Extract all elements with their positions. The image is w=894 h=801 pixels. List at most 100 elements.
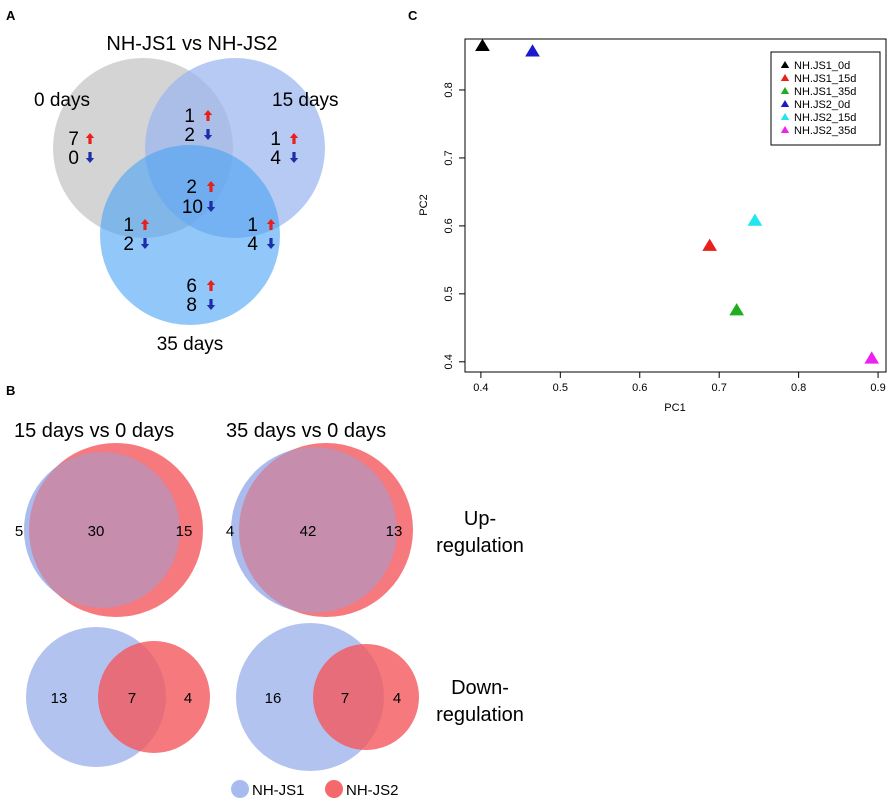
venn-b-legend: NH-JS1 NH-JS2 xyxy=(231,780,399,799)
legend-marker xyxy=(780,126,790,133)
point-nh-js2-15d xyxy=(747,213,763,226)
region-up-count: 1 xyxy=(123,215,134,236)
venn-a-region-only-35days: 6 8 xyxy=(186,276,216,316)
count-nhjs1-only: 13 xyxy=(51,690,68,707)
region-down-count: 4 xyxy=(247,234,258,255)
region-down-count: 2 xyxy=(184,125,195,146)
row-label-down-line1: Down- xyxy=(451,677,509,699)
nhjs2-circle xyxy=(313,644,419,750)
up-arrow-icon xyxy=(289,133,299,144)
scatter-legend: NH.JS1_0dNH.JS1_15dNH.JS1_35dNH.JS2_0dNH… xyxy=(770,51,881,146)
x-tick-label: 0.5 xyxy=(553,382,568,394)
region-up-count: 1 xyxy=(247,215,258,236)
count-nhjs1-only: 4 xyxy=(226,523,234,540)
count-nhjs2-only: 4 xyxy=(393,690,401,707)
legend-label: NH.JS2_15d xyxy=(794,112,856,124)
panel-a-letter: A xyxy=(6,8,16,23)
count-nhjs2-only: 4 xyxy=(184,690,192,707)
venn-a-region-15-35: 1 4 xyxy=(247,215,276,255)
region-up-count: 6 xyxy=(186,276,197,297)
x-tick-label: 0.9 xyxy=(870,382,885,394)
down-arrow-icon xyxy=(206,299,216,310)
x-axis: 0.4 0.5 0.6 0.7 0.8 0.9 xyxy=(473,372,886,394)
overlap-tint xyxy=(24,452,180,608)
y-tick-label: 0.5 xyxy=(443,286,455,301)
up-arrow-icon xyxy=(85,133,95,144)
venn-b-up-15v0: 5 30 15 xyxy=(15,443,203,617)
legend-marker xyxy=(780,61,790,68)
count-shared: 7 xyxy=(341,690,349,707)
y-axis: 0.4 0.5 0.6 0.7 0.8 xyxy=(443,82,465,369)
y-axis-label: PC2 xyxy=(418,194,430,215)
legend-label: NH.JS2_0d xyxy=(794,99,850,111)
point-nh-js2-0d xyxy=(525,44,540,57)
legend-label: NH.JS1_15d xyxy=(794,73,856,85)
nhjs2-circle xyxy=(29,443,203,617)
legend-marker xyxy=(780,113,790,120)
venn-a-circle-35days xyxy=(100,145,280,325)
count-nhjs2-only: 15 xyxy=(176,523,193,540)
point-nh-js1-35d xyxy=(729,303,745,316)
venn-a-set-label-0days: 0 days xyxy=(34,90,90,111)
y-tick-label: 0.7 xyxy=(443,150,455,165)
comparison-label-15v0: 15 days vs 0 days xyxy=(14,420,174,442)
venn-b-down-35v0: 16 7 4 xyxy=(236,623,419,771)
row-label-down-line2: regulation xyxy=(436,704,524,726)
count-shared: 42 xyxy=(300,523,317,540)
legend-label: NH.JS1_0d xyxy=(794,60,850,72)
legend-marker xyxy=(780,74,790,81)
point-nh-js1-0d xyxy=(475,38,490,52)
legend-label: NH.JS1_35d xyxy=(794,86,856,98)
down-arrow-icon xyxy=(289,152,299,163)
plot-frame xyxy=(464,38,887,373)
venn-a-set-label-35days: 35 days xyxy=(157,334,224,355)
point-nh-js1-15d xyxy=(702,238,718,251)
y-tick-label: 0.8 xyxy=(443,82,455,97)
up-arrow-icon xyxy=(206,181,216,192)
region-up-count: 2 xyxy=(186,177,197,198)
count-nhjs2-only: 13 xyxy=(386,523,403,540)
legend-marker xyxy=(780,100,790,107)
venn-b-down-15v0: 13 7 4 xyxy=(26,627,210,767)
venn-a-region-only-0days: 7 0 xyxy=(68,129,95,169)
venn-a-region-0-15: 1 2 xyxy=(184,106,213,146)
x-axis-label: PC1 xyxy=(664,402,685,414)
region-down-count: 8 xyxy=(186,295,197,316)
panel-b-letter: B xyxy=(6,383,15,398)
legend-label: NH.JS2_35d xyxy=(794,125,856,137)
nhjs2-circle xyxy=(239,443,413,617)
x-tick-label: 0.8 xyxy=(791,382,806,394)
region-up-count: 7 xyxy=(68,129,79,150)
overlap-tint xyxy=(231,447,397,613)
legend-marker xyxy=(780,87,790,94)
venn-a-region-all: 2 10 xyxy=(182,177,216,218)
down-arrow-icon xyxy=(203,129,213,140)
region-down-count: 0 xyxy=(68,148,79,169)
down-arrow-icon xyxy=(206,201,216,212)
x-tick-label: 0.6 xyxy=(632,382,647,394)
scatter-points xyxy=(475,38,880,364)
legend-nhjs2-label: NH-JS2 xyxy=(346,782,399,799)
row-label-up-line2: regulation xyxy=(436,535,524,557)
nhjs2-circle xyxy=(98,641,210,753)
row-label-up-line1: Up- xyxy=(464,508,496,530)
legend-nhjs1-swatch xyxy=(231,780,249,798)
down-arrow-icon xyxy=(85,152,95,163)
region-up-count: 1 xyxy=(270,129,281,150)
count-nhjs1-only: 5 xyxy=(15,523,23,540)
region-down-count: 10 xyxy=(182,197,203,218)
down-arrow-icon xyxy=(266,238,276,249)
count-nhjs1-only: 16 xyxy=(265,690,282,707)
region-up-count: 1 xyxy=(184,106,195,127)
venn-a-set-label-15days: 15 days xyxy=(272,90,339,111)
comparison-label-35v0: 35 days vs 0 days xyxy=(226,420,386,442)
point-nh-js2-35d xyxy=(864,351,880,364)
venn-a-region-only-15days: 1 4 xyxy=(270,129,299,169)
up-arrow-icon xyxy=(206,280,216,291)
count-shared: 30 xyxy=(88,523,105,540)
up-arrow-icon xyxy=(266,219,276,230)
legend-box xyxy=(770,51,881,146)
legend-nhjs1-label: NH-JS1 xyxy=(252,782,305,799)
venn-a-region-0-35: 1 2 xyxy=(123,215,150,255)
